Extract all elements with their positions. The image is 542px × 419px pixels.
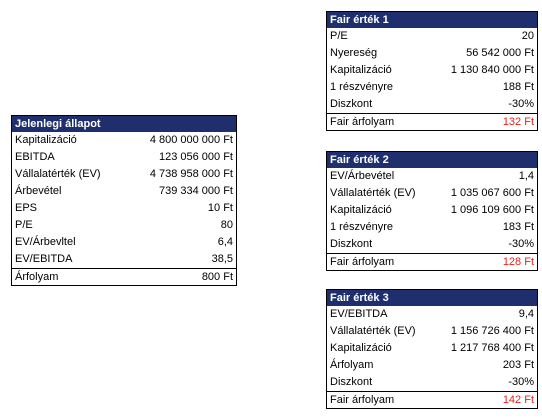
fair-price-value: 142 Ft — [502, 394, 534, 406]
row-value: 183 Ft — [502, 221, 534, 233]
row-label: P/E — [15, 219, 33, 231]
row-value: 9,4 — [518, 308, 534, 320]
table-row-price: Árfolyam 800 Ft — [12, 268, 236, 285]
fair-value-3-table: Fair érték 3 EV/EBITDA 9,4 Vállalatérték … — [326, 289, 538, 409]
row-value: 739 334 000 Ft — [158, 185, 233, 197]
row-label: Fair árfolyam — [330, 394, 395, 406]
table-row: EV/Árbevétel 1,4 — [327, 168, 537, 185]
row-value: 1 096 109 600 Ft — [450, 204, 534, 216]
fair-value-2-table: Fair érték 2 EV/Árbevétel 1,4 Vállalatért… — [326, 151, 538, 271]
table-row: Kapitalizáció 4 800 000 000 Ft — [12, 132, 236, 149]
table-row: P/E 20 — [327, 28, 537, 45]
row-label: EV/EBITDA — [330, 308, 388, 320]
row-value: 1 156 726 400 Ft — [450, 325, 534, 337]
row-label: 1 részvényre — [330, 81, 393, 93]
row-label: Diszkont — [330, 376, 373, 388]
row-value: 1,4 — [518, 170, 534, 182]
row-label: Kapitalizáció — [330, 64, 392, 76]
table-row: EV/EBITDA 9,4 — [327, 306, 537, 323]
row-value: 6,4 — [217, 236, 233, 248]
row-label: Vállalatérték (EV) — [330, 187, 416, 199]
table-row: EV/EBITDA 38,5 — [12, 251, 236, 268]
row-label: Vállalatérték (EV) — [330, 325, 416, 337]
table-row-fair-price: Fair árfolyam 132 Ft — [327, 113, 537, 130]
row-value: 4 738 958 000 Ft — [149, 168, 233, 180]
row-value: 56 542 000 Ft — [466, 47, 534, 59]
row-label: Kapitalizáció — [15, 134, 77, 146]
row-label: Diszkont — [330, 98, 373, 110]
row-label: EBITDA — [15, 151, 55, 163]
row-value: 1 130 840 000 Ft — [450, 64, 534, 76]
row-value: -30% — [508, 238, 534, 250]
fair-price-value: 132 Ft — [502, 116, 534, 128]
row-label: Árfolyam — [15, 271, 59, 283]
fair-value-1-title: Fair érték 1 — [327, 12, 537, 28]
row-label: EV/Árbevétel — [330, 170, 395, 182]
row-value: 10 Ft — [207, 202, 233, 214]
fair-value-1-table: Fair érték 1 P/E 20 Nyereség 56 542 000 Ft… — [326, 11, 538, 131]
row-label: Fair árfolyam — [330, 256, 395, 268]
table-row: Vállalatérték (EV) 4 738 958 000 Ft — [12, 166, 236, 183]
row-label: Fair árfolyam — [330, 116, 395, 128]
current-state-table: Jelenlegi állapot Kapitalizáció 4 800 000… — [11, 115, 237, 286]
table-row-fair-price: Fair árfolyam 128 Ft — [327, 253, 537, 270]
row-label: Nyereség — [330, 47, 378, 59]
table-row: Diszkont -30% — [327, 374, 537, 391]
table-row: EBITDA 123 056 000 Ft — [12, 149, 236, 166]
table-row: EV/Árbevltel 6,4 — [12, 234, 236, 251]
table-row: 1 részvényre 188 Ft — [327, 79, 537, 96]
table-row: Kapitalizáció 1 217 768 400 Ft — [327, 340, 537, 357]
table-row: EPS 10 Ft — [12, 200, 236, 217]
row-value: 800 Ft — [201, 271, 233, 283]
fair-value-3-title: Fair érték 3 — [327, 290, 537, 306]
row-label: EV/EBITDA — [15, 253, 73, 265]
table-row: Vállalatérték (EV) 1 035 067 600 Ft — [327, 185, 537, 202]
table-row: Árfolyam 203 Ft — [327, 357, 537, 374]
row-value: 203 Ft — [502, 359, 534, 371]
table-row: Diszkont -30% — [327, 236, 537, 253]
table-row-fair-price: Fair árfolyam 142 Ft — [327, 391, 537, 408]
table-row: Kapitalizáció 1 130 840 000 Ft — [327, 62, 537, 79]
row-label: Kapitalizáció — [330, 204, 392, 216]
table-row: P/E 80 — [12, 217, 236, 234]
row-value: -30% — [508, 98, 534, 110]
table-row: Diszkont -30% — [327, 96, 537, 113]
row-label: EPS — [15, 202, 38, 214]
row-label: P/E — [330, 30, 348, 42]
row-value: 123 056 000 Ft — [158, 151, 233, 163]
table-row: Árbevétel 739 334 000 Ft — [12, 183, 236, 200]
row-value: 1 217 768 400 Ft — [450, 342, 534, 354]
table-row: Kapitalizáció 1 096 109 600 Ft — [327, 202, 537, 219]
row-label: 1 részvényre — [330, 221, 393, 233]
fair-value-2-title: Fair érték 2 — [327, 152, 537, 168]
row-value: 80 — [220, 219, 233, 231]
fair-price-value: 128 Ft — [502, 256, 534, 268]
row-label: Diszkont — [330, 238, 373, 250]
row-value: 4 800 000 000 Ft — [149, 134, 233, 146]
table-row: Nyereség 56 542 000 Ft — [327, 45, 537, 62]
row-value: 188 Ft — [502, 81, 534, 93]
row-label: EV/Árbevltel — [15, 236, 76, 248]
row-value: 20 — [521, 30, 534, 42]
table-row: 1 részvényre 183 Ft — [327, 219, 537, 236]
table-row: Vállalatérték (EV) 1 156 726 400 Ft — [327, 323, 537, 340]
current-state-title: Jelenlegi állapot — [12, 116, 236, 132]
row-label: Árbevétel — [15, 185, 62, 197]
row-value: -30% — [508, 376, 534, 388]
row-label: Árfolyam — [330, 359, 374, 371]
row-value: 1 035 067 600 Ft — [450, 187, 534, 199]
row-label: Kapitalizáció — [330, 342, 392, 354]
row-value: 38,5 — [211, 253, 233, 265]
row-label: Vállalatérték (EV) — [15, 168, 101, 180]
